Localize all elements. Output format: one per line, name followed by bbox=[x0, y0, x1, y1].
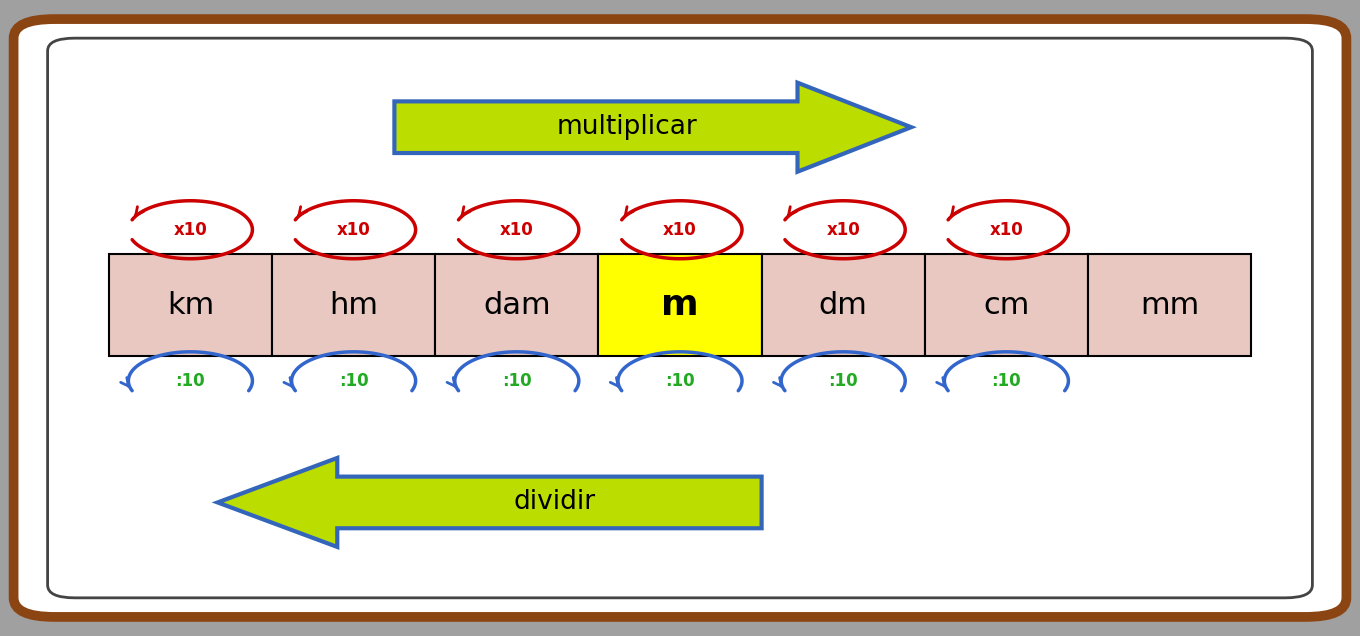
Text: :10: :10 bbox=[502, 372, 532, 390]
Text: :10: :10 bbox=[991, 372, 1021, 390]
Bar bbox=[598, 254, 762, 356]
FancyBboxPatch shape bbox=[48, 38, 1312, 598]
Text: km: km bbox=[167, 291, 214, 320]
Polygon shape bbox=[394, 83, 911, 172]
Text: multiplicar: multiplicar bbox=[556, 114, 698, 140]
Text: m: m bbox=[661, 288, 699, 322]
Polygon shape bbox=[218, 458, 762, 547]
Text: x10: x10 bbox=[174, 221, 207, 238]
Text: x10: x10 bbox=[664, 221, 696, 238]
Text: x10: x10 bbox=[337, 221, 370, 238]
Bar bbox=[435, 254, 598, 356]
Bar bbox=[272, 254, 435, 356]
Bar bbox=[762, 254, 925, 356]
Text: mm: mm bbox=[1140, 291, 1200, 320]
Text: dam: dam bbox=[483, 291, 551, 320]
Text: hm: hm bbox=[329, 291, 378, 320]
Text: dividir: dividir bbox=[514, 490, 596, 515]
Bar bbox=[109, 254, 272, 356]
Text: cm: cm bbox=[983, 291, 1030, 320]
Text: :10: :10 bbox=[665, 372, 695, 390]
Text: :10: :10 bbox=[828, 372, 858, 390]
Bar bbox=[1088, 254, 1251, 356]
Text: x10: x10 bbox=[500, 221, 533, 238]
FancyBboxPatch shape bbox=[14, 19, 1346, 617]
Text: dm: dm bbox=[819, 291, 868, 320]
Text: x10: x10 bbox=[990, 221, 1023, 238]
Text: x10: x10 bbox=[827, 221, 860, 238]
Text: :10: :10 bbox=[175, 372, 205, 390]
Bar bbox=[925, 254, 1088, 356]
Text: :10: :10 bbox=[339, 372, 369, 390]
